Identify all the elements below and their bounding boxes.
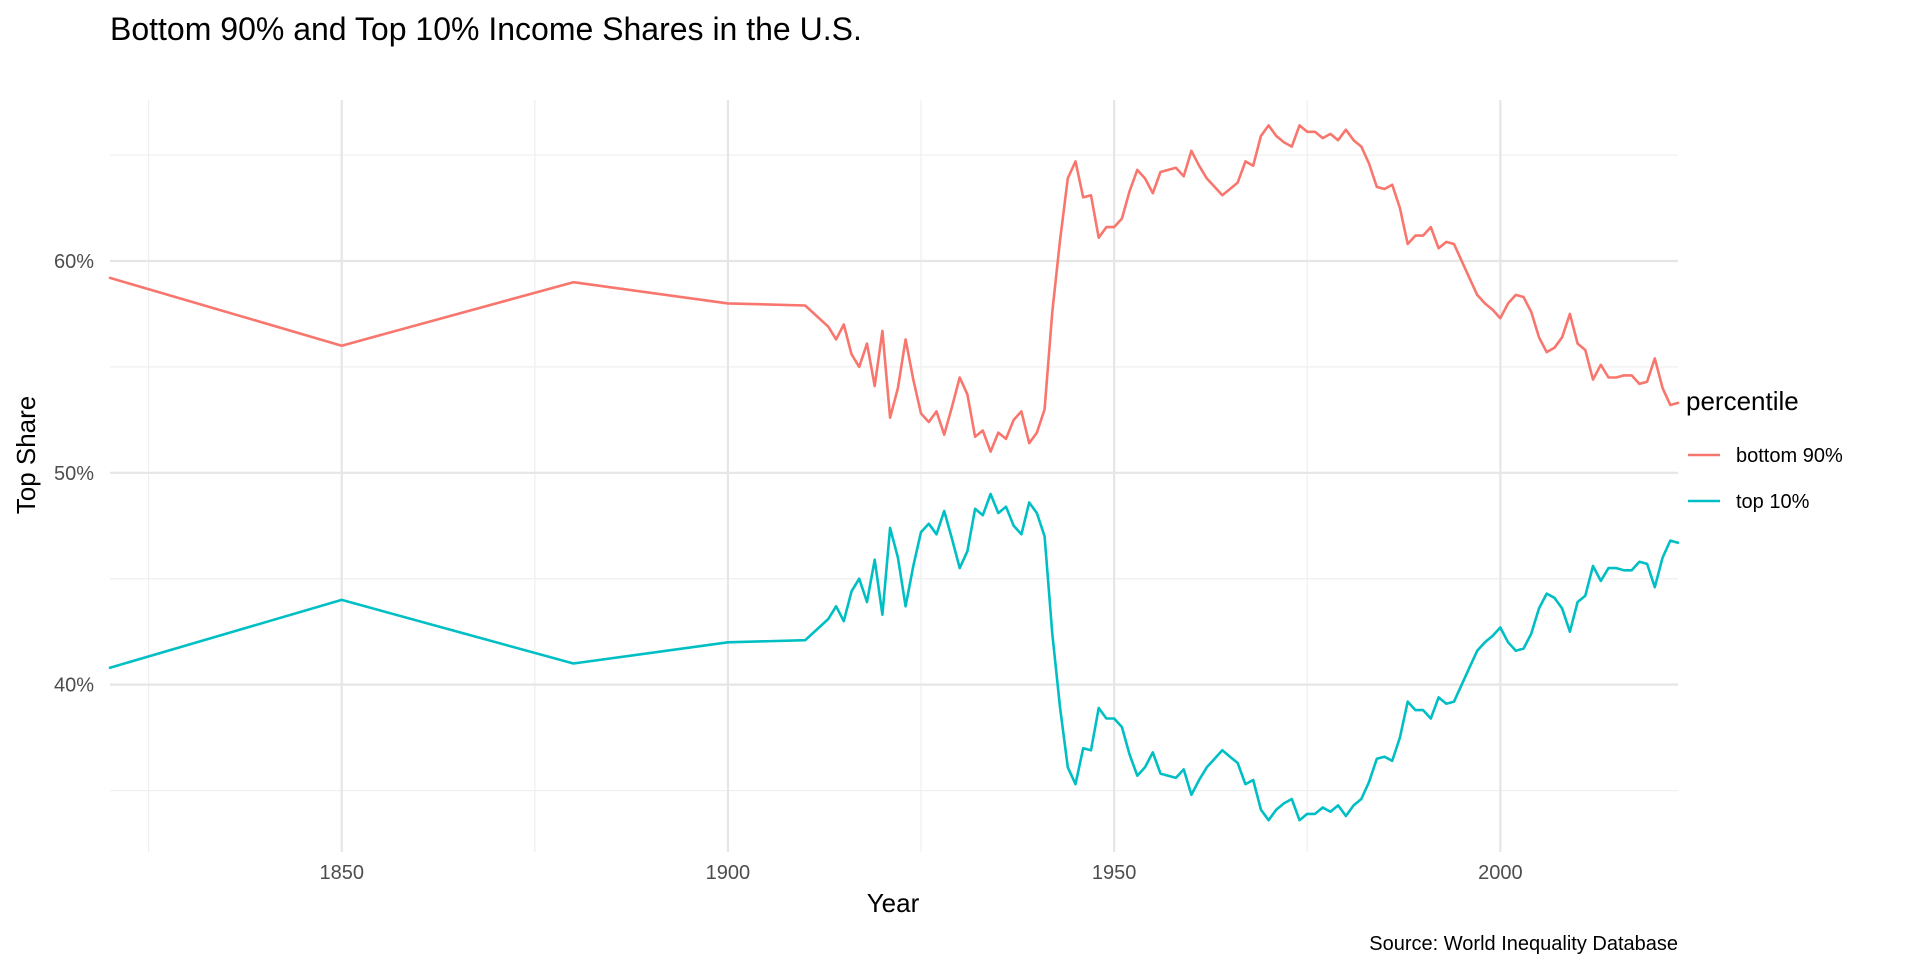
series-lines [108, 124, 1680, 822]
y-tick-label: 60% [54, 251, 94, 273]
source-caption: Source: World Inequality Database [1369, 933, 1678, 955]
series-line [108, 492, 1680, 822]
y-tick-label: 40% [54, 675, 94, 697]
x-tick-label: 1850 [319, 862, 364, 884]
y-axis-ticks: 40% 50% 60% [54, 251, 94, 697]
chart-title: Bottom 90% and Top 10% Income Shares in … [110, 11, 862, 47]
x-axis-title: Year [867, 888, 920, 918]
x-tick-label: 1950 [1092, 862, 1137, 884]
x-tick-label: 1900 [706, 862, 751, 884]
x-tick-label: 2000 [1478, 862, 1523, 884]
gridlines [110, 100, 1678, 852]
legend-label: top 10% [1736, 491, 1810, 513]
y-axis-title: Top Share [11, 396, 41, 515]
legend: percentile bottom 90% top 10% [1686, 386, 1843, 513]
series-line [108, 124, 1680, 453]
x-axis-ticks: 1850 1900 1950 2000 [319, 862, 1522, 884]
y-tick-label: 50% [54, 463, 94, 485]
legend-title: percentile [1686, 386, 1799, 416]
legend-label: bottom 90% [1736, 445, 1843, 467]
